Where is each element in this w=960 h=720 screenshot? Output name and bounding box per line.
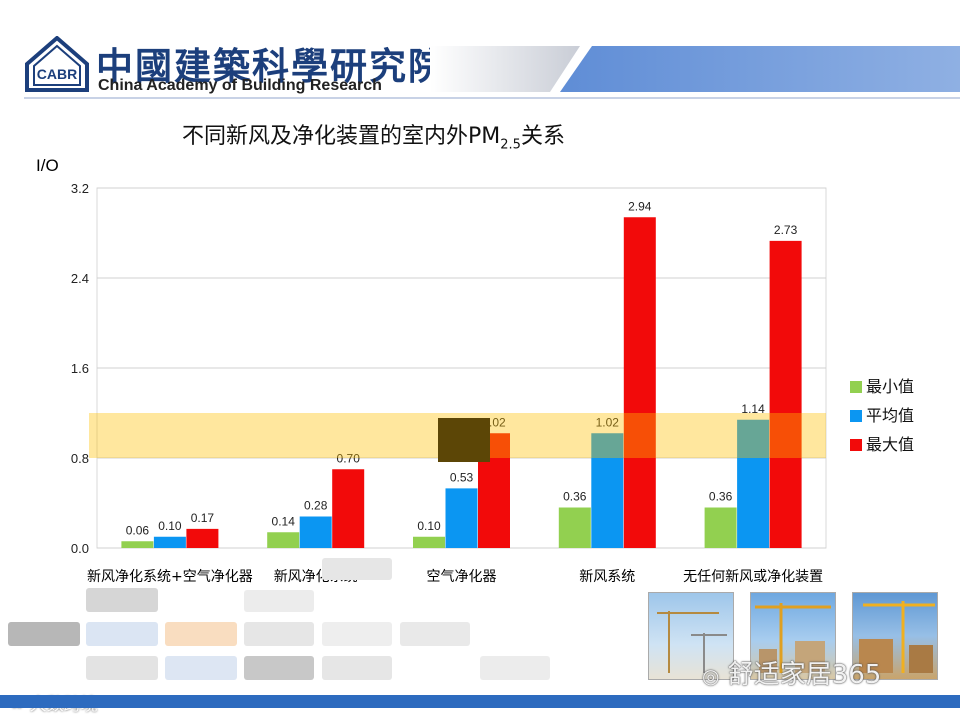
chart-title-suffix: 关系 xyxy=(520,124,565,149)
bar-平均值-2 xyxy=(445,488,478,548)
data-label: 1.02 xyxy=(596,415,620,429)
logo-text: CABR xyxy=(37,66,77,82)
x-category-label: 新风系统 xyxy=(579,569,635,585)
bar-平均值-4 xyxy=(737,419,770,548)
bg-tile xyxy=(86,622,158,646)
legend-label: 平均值 xyxy=(866,406,914,425)
bar-最小值-3 xyxy=(558,507,591,548)
y-tick-label: 0.8 xyxy=(71,451,89,466)
construction-photo xyxy=(852,592,938,680)
footer-bar xyxy=(0,695,960,708)
bg-tile xyxy=(244,656,314,680)
y-tick-label: 1.6 xyxy=(71,361,89,376)
bg-tile xyxy=(165,622,237,646)
bg-tile xyxy=(8,622,80,646)
legend-label: 最小值 xyxy=(866,377,914,396)
bg-tile xyxy=(86,588,158,612)
y-tick-label: 0.0 xyxy=(71,541,89,556)
chart-title-subscript: 2.5 xyxy=(500,137,521,153)
cabr-logo: CABR xyxy=(25,36,89,92)
x-category-label: 新风净化系统+空气净化器 xyxy=(87,569,253,585)
data-label: 0.36 xyxy=(563,490,587,504)
bar-平均值-0 xyxy=(153,536,186,548)
bar-最大值-4 xyxy=(769,240,802,548)
data-label: 0.06 xyxy=(126,523,150,537)
bg-tile xyxy=(322,622,392,646)
bar-最大值-0 xyxy=(186,528,219,548)
bg-tile xyxy=(322,558,392,580)
chart-title: 不同新风及净化装置的室内外PM2.5关系 xyxy=(182,118,565,152)
bar-最小值-2 xyxy=(413,536,445,548)
y-tick-label: 2.4 xyxy=(71,271,89,286)
watermark-source-text: 舒适家居365 xyxy=(727,660,882,690)
wechat-icon: ◎ xyxy=(702,664,720,688)
org-name-cn: 中國建築科學研究院 xyxy=(96,44,447,88)
bg-tile xyxy=(322,656,392,680)
data-label: 0.70 xyxy=(337,451,361,465)
y-axis-label: I/O xyxy=(36,156,59,175)
bar-最小值-0 xyxy=(121,541,154,548)
legend-swatch xyxy=(850,381,862,393)
data-label: 0.14 xyxy=(272,514,296,528)
bar-平均值-1 xyxy=(299,516,332,548)
data-label: 0.36 xyxy=(709,490,733,504)
x-category-label: 空气净化器 xyxy=(427,569,497,585)
data-label: 0.10 xyxy=(417,519,441,533)
data-label: 2.73 xyxy=(774,223,798,237)
bg-tile xyxy=(480,656,550,680)
construction-photo xyxy=(648,592,734,680)
data-label: 0.28 xyxy=(304,499,328,513)
watermark-source: ◎ 舒适家居365 xyxy=(702,654,881,691)
bg-tile xyxy=(86,656,158,680)
bar-最小值-1 xyxy=(267,532,300,548)
header-banner xyxy=(430,46,960,92)
legend-label: 最大值 xyxy=(866,435,914,454)
bar-最小值-4 xyxy=(704,507,737,548)
bg-tile xyxy=(165,656,237,680)
header: CABR 中國建築科學研究院 China Academy of Building… xyxy=(0,0,960,112)
legend-swatch xyxy=(850,410,862,422)
chart-title-main: 不同新风及净化装置的室内外PM xyxy=(182,124,501,149)
org-name-en: China Academy of Building Research xyxy=(98,77,382,94)
bg-tile xyxy=(244,622,314,646)
data-label: 0.53 xyxy=(450,470,474,484)
data-label: 0.10 xyxy=(158,519,182,533)
dark-overlay-block xyxy=(438,418,490,462)
bg-tile xyxy=(244,590,314,612)
bg-tile xyxy=(400,622,470,646)
legend-swatch xyxy=(850,439,862,451)
construction-photo xyxy=(750,592,836,680)
data-label: 2.94 xyxy=(628,199,652,213)
data-label: 1.14 xyxy=(741,402,765,416)
data-label: 0.17 xyxy=(191,511,215,525)
bar-平均值-3 xyxy=(591,433,624,548)
y-tick-label: 3.2 xyxy=(71,181,89,196)
header-divider xyxy=(24,97,960,99)
bar-最大值-3 xyxy=(623,217,656,548)
chart: 0.0 0.8 1.6 2.4 3.2 0.06 0.10 0.17 新风净化系统+空气净化器 0… xyxy=(71,181,914,585)
bar-最大值-1 xyxy=(332,469,365,548)
x-category-label: 无任何新风或净化装置 xyxy=(683,569,823,585)
